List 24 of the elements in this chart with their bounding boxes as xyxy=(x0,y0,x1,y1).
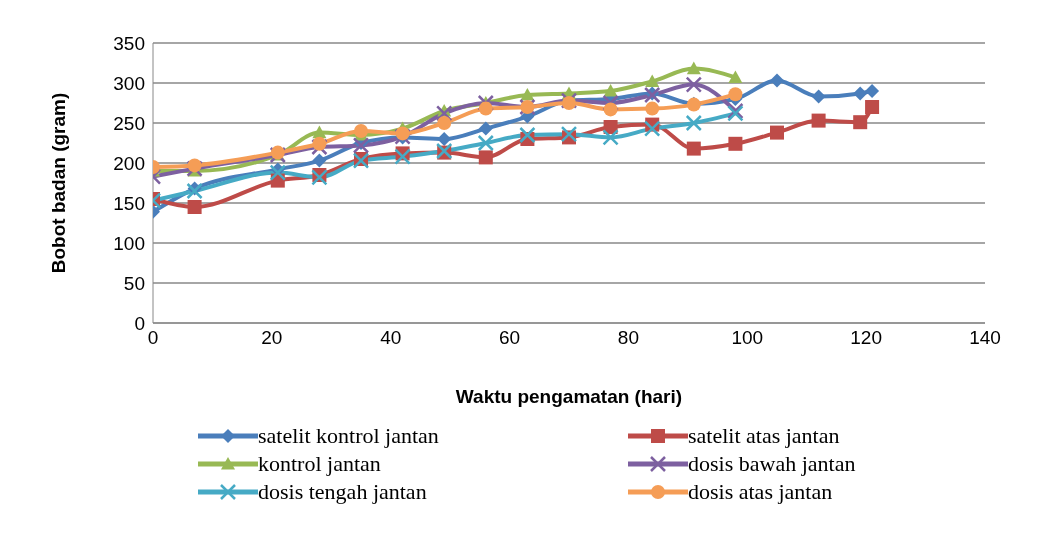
y-tick-label: 200 xyxy=(113,152,145,174)
y-tick-label: 50 xyxy=(123,272,145,294)
y-tick-label: 350 xyxy=(113,32,145,54)
legend-label: dosis tengah jantan xyxy=(258,479,427,505)
y-tick-label: 100 xyxy=(113,232,145,254)
x-tick-label: 40 xyxy=(380,327,402,349)
y-tick-label: 0 xyxy=(134,312,145,334)
legend-label: dosis bawah jantan xyxy=(688,451,856,477)
legend-label: satelit atas jantan xyxy=(688,423,840,449)
x-tick-label: 20 xyxy=(261,327,283,349)
x-tick-label: 60 xyxy=(499,327,521,349)
x-tick-label: 0 xyxy=(147,327,159,349)
legend-label: dosis atas jantan xyxy=(688,479,833,505)
x-tick-label: 100 xyxy=(731,327,764,349)
x-tick-label: 140 xyxy=(969,327,1001,349)
legend-label: satelit kontrol jantan xyxy=(258,423,439,449)
legend-label: kontrol jantan xyxy=(258,451,381,477)
y-tick-label: 150 xyxy=(113,192,145,214)
x-axis-title: Waktu pengamatan (hari) xyxy=(455,386,683,407)
y-tick-label: 300 xyxy=(113,72,145,94)
x-tick-label: 120 xyxy=(850,327,882,349)
y-tick-label: 250 xyxy=(113,112,145,134)
y-axis-title: Bobot badan (gram) xyxy=(47,92,69,274)
x-tick-label: 80 xyxy=(617,327,639,349)
